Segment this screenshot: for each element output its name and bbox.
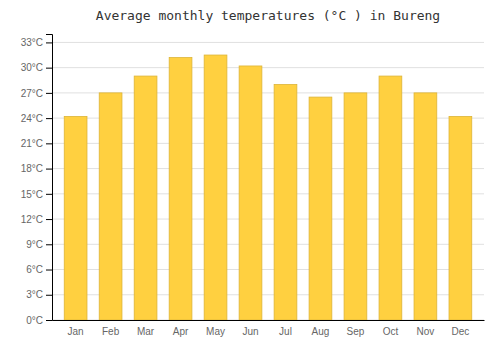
bar (64, 116, 87, 320)
tick: Nov (417, 326, 435, 337)
bar (414, 93, 437, 320)
tick-label: Jan (68, 326, 84, 337)
tick-mark (46, 194, 52, 195)
tick-mark (46, 68, 52, 69)
grid (52, 42, 484, 320)
tick: Oct (383, 326, 399, 337)
tick: 24°C (21, 113, 52, 124)
tick: Jun (242, 326, 258, 337)
bar (204, 55, 227, 320)
bar (134, 76, 157, 320)
tick: Feb (102, 326, 120, 337)
tick: Mar (137, 326, 155, 337)
tick-label: 27°C (21, 88, 43, 99)
bar (239, 66, 262, 320)
tick: Aug (312, 326, 330, 337)
tick: Jan (68, 326, 84, 337)
tick-label: 9°C (26, 239, 43, 250)
tick-label: Aug (312, 326, 330, 337)
tick-label: 30°C (21, 62, 43, 73)
tick-label: Jun (242, 326, 258, 337)
tick: 15°C (21, 189, 52, 200)
tick-label: Oct (383, 326, 399, 337)
tick: 0°C (26, 315, 52, 326)
bars (64, 55, 472, 320)
chart: 0°C 3°C 6°C 9°C 12°C 15°C 18°C 21°C 24°C 27°C 30°C… (0, 0, 500, 350)
tick: Dec (451, 326, 469, 337)
tick-label: Sep (347, 326, 365, 337)
bar (449, 116, 472, 320)
tick: Apr (173, 326, 189, 337)
bar (274, 84, 297, 320)
y-axis: 0°C 3°C 6°C 9°C 12°C 15°C 18°C 21°C 24°C 27°C 30°C… (21, 35, 53, 326)
tick-label: May (206, 326, 225, 337)
tick: Sep (347, 326, 365, 337)
tick: Jul (279, 326, 292, 337)
tick-label: 33°C (21, 37, 43, 48)
tick-mark (46, 244, 52, 245)
tick-label: Apr (173, 326, 189, 337)
grid-line (52, 67, 484, 68)
tick: 6°C (26, 264, 52, 275)
tick: 33°C (21, 37, 52, 48)
tick-mark (46, 219, 52, 220)
tick-label: 18°C (21, 163, 43, 174)
tick-label: 12°C (21, 214, 43, 225)
tick-label: Dec (451, 326, 469, 337)
bar (169, 58, 192, 320)
tick-label: Jul (279, 326, 292, 337)
tick-mark (46, 270, 52, 271)
axis-line (53, 320, 485, 321)
bar (309, 97, 332, 320)
bar (344, 93, 367, 320)
bar (379, 76, 402, 320)
tick-label: Mar (137, 326, 155, 337)
tick-label: 0°C (26, 315, 43, 326)
tick: 12°C (21, 214, 52, 225)
x-axis: Jan Feb Mar Apr May Jun Jul Aug Sep Oct Nov Dec (53, 321, 485, 338)
tick-label: 6°C (26, 264, 43, 275)
tick: 18°C (21, 163, 52, 174)
tick-label: Nov (417, 326, 435, 337)
tick: May (206, 326, 225, 337)
tick: 3°C (26, 289, 52, 300)
tick: 21°C (21, 138, 52, 149)
tick-mark (46, 118, 52, 119)
tick: 27°C (21, 88, 52, 99)
tick: 9°C (26, 239, 52, 250)
tick-label: 24°C (21, 113, 43, 124)
tick: 30°C (21, 62, 52, 73)
tick-mark (46, 169, 52, 170)
tick-label: 3°C (26, 289, 43, 300)
tick-label: 15°C (21, 189, 43, 200)
title: Average monthly temperatures (°C ) in Bu… (96, 8, 440, 23)
bar (99, 93, 122, 320)
tick-mark (46, 143, 52, 144)
tick-mark (46, 93, 52, 94)
tick-mark (46, 295, 52, 296)
axis-line (46, 35, 53, 321)
tick-mark (46, 320, 52, 321)
tick-label: Feb (102, 326, 120, 337)
tick-label: 21°C (21, 138, 43, 149)
plot: 0°C 3°C 6°C 9°C 12°C 15°C 18°C 21°C 24°C 27°C 30°C… (21, 35, 485, 338)
tick-mark (46, 42, 52, 43)
grid-line (52, 42, 484, 43)
